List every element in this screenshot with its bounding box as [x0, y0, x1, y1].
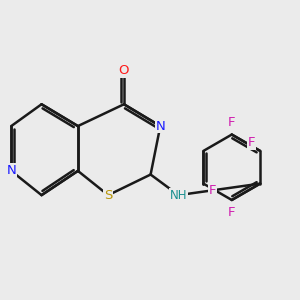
Text: N: N — [155, 120, 165, 133]
Text: O: O — [119, 64, 129, 77]
Text: F: F — [228, 206, 236, 219]
Text: S: S — [104, 189, 112, 202]
Text: F: F — [228, 116, 236, 129]
Text: NH: NH — [170, 189, 187, 202]
Text: N: N — [6, 164, 16, 177]
Text: F: F — [248, 136, 255, 149]
Text: F: F — [208, 184, 216, 197]
